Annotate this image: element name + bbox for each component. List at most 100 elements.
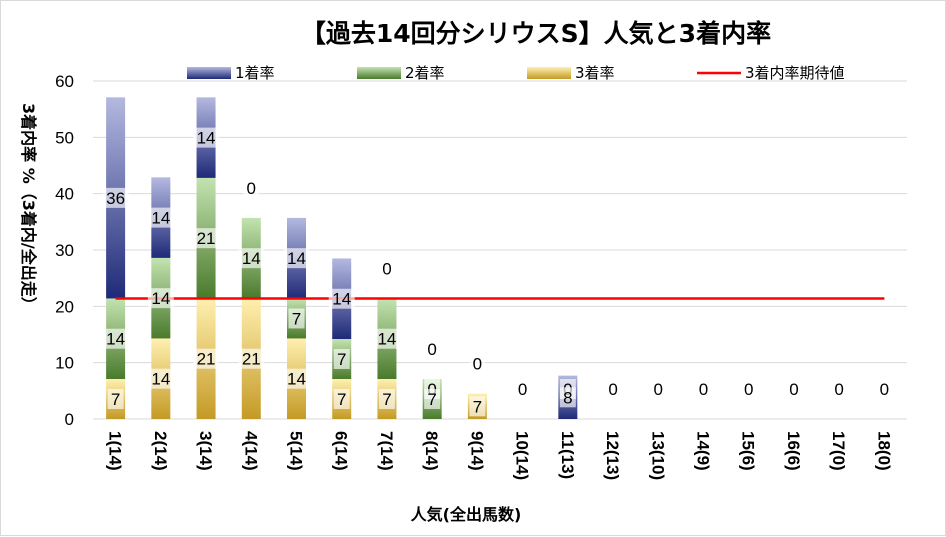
x-tick-label: 6(14) [332, 431, 351, 471]
data-label-bg [238, 248, 265, 269]
data-label-bg [147, 288, 174, 309]
data-label-3rd: 7 [337, 390, 346, 409]
chart-title: 【過去14回分シリウスS】人気と3着内率 [301, 19, 771, 48]
data-label-3rd: 7 [111, 390, 120, 409]
data-label-bg [650, 379, 667, 399]
data-label-2nd: 21 [197, 229, 216, 248]
x-tick-label: 7(14) [377, 431, 396, 471]
data-label-bg [378, 258, 395, 279]
data-label-1st: 0 [518, 380, 527, 399]
data-label-2nd: 14 [151, 289, 170, 308]
y-tick-label: 0 [65, 410, 74, 429]
data-label-bg [373, 328, 400, 349]
x-tick-label: 13(10) [648, 431, 667, 480]
data-label-1st: 0 [473, 355, 482, 374]
data-label-bg [831, 379, 848, 399]
data-label-bg [876, 379, 893, 399]
data-label-bg [107, 389, 124, 410]
legend: 1着率 2着率 3着率 3着内率期待値 [187, 64, 845, 82]
data-label-2nd: 7 [337, 350, 346, 369]
x-tick-label: 12(13) [603, 431, 622, 480]
data-label-3rd: 7 [473, 397, 482, 416]
data-label-bg [333, 389, 350, 410]
x-tick-label: 15(6) [739, 431, 758, 471]
data-label-bg [785, 379, 802, 399]
x-tick-label: 2(14) [151, 431, 170, 471]
data-label-bg [469, 353, 486, 374]
y-tick-label: 20 [55, 297, 74, 316]
data-label-bg [243, 177, 260, 198]
data-label-1st: 14 [332, 290, 351, 309]
data-label-2nd: 7 [427, 390, 436, 409]
data-label-1st: 0 [834, 380, 843, 399]
data-label-1st: 0 [427, 340, 436, 359]
data-label-1st: 36 [106, 189, 125, 208]
data-label-bg [147, 368, 174, 389]
x-tick-label: 18(0) [874, 431, 893, 471]
data-label-1st: 14 [197, 129, 216, 148]
x-tick-label: 9(14) [467, 431, 486, 471]
x-tick-label: 16(6) [784, 431, 803, 471]
x-tick-label: 10(14) [513, 431, 532, 480]
data-label-bg [102, 328, 129, 349]
y-axis-ticks: 0 10 20 30 40 50 60 [55, 72, 74, 429]
data-label-2nd: 7 [292, 309, 301, 328]
data-label-bg [559, 387, 576, 408]
data-label-bg [514, 379, 531, 399]
data-labels: 7 14 36 14 14 14 21 21 14 21 14 0 14 7 14 7 7 14 7 14 0 0 7 0 7 0… [102, 127, 893, 417]
x-tick-label: 5(14) [287, 431, 306, 471]
data-label-2nd: 14 [377, 330, 396, 349]
data-label-bg [238, 348, 265, 369]
legend-label-expected: 3着内率期待値 [745, 64, 845, 82]
x-tick-label: 3(14) [196, 431, 215, 471]
x-tick-label: 14(9) [694, 431, 713, 471]
data-label-bg [469, 396, 486, 417]
data-label-bg [102, 187, 129, 208]
data-label-3rd: 14 [287, 370, 306, 389]
data-label-3rd: 21 [242, 350, 261, 369]
data-label-bg [328, 288, 355, 309]
x-tick-label: 1(14) [106, 431, 125, 471]
data-label-2nd: 14 [106, 330, 125, 349]
data-label-bg [378, 389, 395, 410]
legend-swatch-2nd [357, 67, 401, 79]
data-label-3rd: 14 [151, 370, 170, 389]
y-tick-label: 40 [55, 185, 74, 204]
data-label-bg [193, 127, 220, 148]
data-label-bg [424, 339, 441, 360]
x-tick-label: 11(13) [558, 431, 577, 479]
data-label-1st: 0 [699, 380, 708, 399]
data-label-bg [424, 389, 441, 410]
data-label-3rd: 21 [197, 350, 216, 369]
data-label-bg [740, 379, 757, 399]
data-label-bg [605, 379, 622, 399]
data-label-1st: 8 [563, 388, 572, 407]
x-axis-title: 人気(全出馬数) [411, 505, 522, 524]
legend-label-3rd: 3着率 [575, 64, 615, 82]
data-label-1st: 0 [789, 380, 798, 399]
x-axis-labels: 1(14) 2(14) 3(14) 4(14) 5(14) 6(14) 7(14) 8(14)… [106, 431, 894, 480]
data-label-1st: 0 [382, 259, 391, 278]
x-tick-label: 17(0) [829, 431, 848, 471]
y-tick-label: 50 [55, 128, 74, 147]
y-tick-label: 10 [55, 354, 74, 373]
legend-swatch-1st [187, 67, 231, 79]
data-label-1st: 0 [880, 380, 889, 399]
gridlines [93, 80, 907, 420]
data-label-bg [695, 379, 712, 399]
data-label-3rd: 7 [382, 390, 391, 409]
data-label-bg [283, 368, 310, 389]
data-label-1st: 14 [151, 209, 170, 228]
legend-swatch-3rd [527, 67, 571, 79]
data-label-2nd: 14 [242, 249, 261, 268]
data-label-1st: 0 [608, 380, 617, 399]
data-label-1st: 0 [247, 179, 256, 198]
y-tick-label: 30 [55, 241, 74, 260]
bars [106, 97, 578, 419]
data-label-1st: 0 [654, 380, 663, 399]
data-label-bg [193, 228, 220, 249]
legend-label-1st: 1着率 [235, 64, 275, 82]
data-label-bg [288, 308, 305, 329]
data-label-1st: 14 [287, 249, 306, 268]
